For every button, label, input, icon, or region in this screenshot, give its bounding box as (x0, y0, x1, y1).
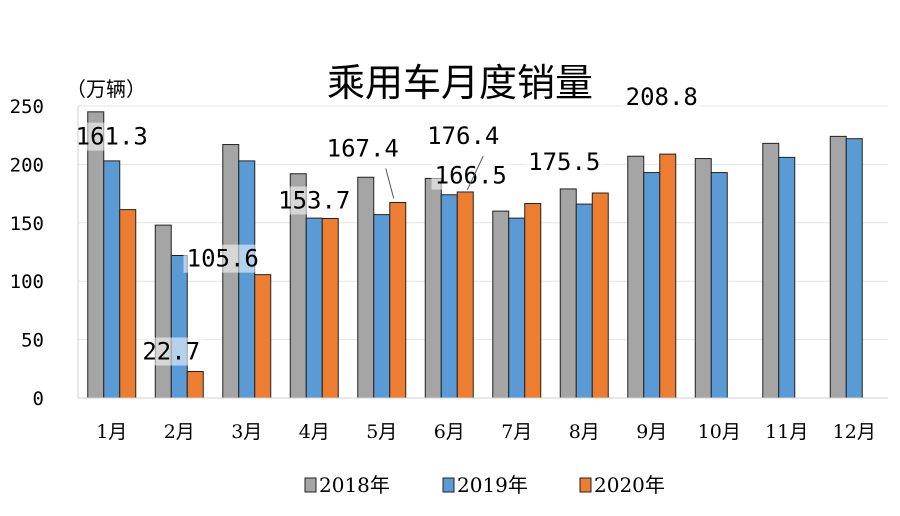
x-category-label: 11月 (765, 421, 808, 443)
data-label-bg (183, 244, 262, 273)
legend-label: 2020年 (594, 473, 665, 497)
data-labels: 161.3 22.7 105.6 153.7 167.4 176.4 166.5 175.5 2… (72, 83, 701, 366)
x-category-label: 9月 (636, 421, 667, 443)
data-label-2020-8月: 175.5 (528, 148, 600, 176)
y-tick-label: 0 (33, 388, 44, 410)
data-label-bg (275, 186, 354, 215)
data-label-bg (431, 161, 510, 190)
y-tick-label: 250 (10, 96, 44, 118)
y-tick-label: 150 (10, 213, 44, 235)
bar-2018年-10月 (694, 158, 712, 399)
bar-2020年-5月 (389, 201, 407, 399)
data-label-2020-1月: 161.3 (76, 123, 148, 151)
bar-2020年-3月 (254, 274, 272, 399)
bar-2018年-2月 (154, 224, 172, 399)
x-category-label: 10月 (698, 421, 741, 443)
x-category-label: 3月 (231, 421, 262, 443)
x-category-label: 7月 (501, 421, 532, 443)
bar-2019年-11月 (778, 156, 796, 399)
data-label-2020-6月: 176.4 (427, 122, 499, 150)
x-category-label: 8月 (569, 421, 600, 443)
bar-2019年-4月 (305, 217, 323, 399)
bar-2019年-12月 (845, 138, 863, 399)
bar-2018年-8月 (559, 188, 577, 399)
chart-title: 乘用车月度销量 (327, 61, 593, 105)
bar-2018年-6月 (424, 177, 442, 399)
data-label-bg (622, 83, 701, 112)
legend-swatch-2018年 (304, 477, 317, 493)
data-label-bg (139, 337, 204, 366)
bar-2018年-1月 (87, 111, 105, 399)
y-tick-label: 200 (10, 154, 44, 176)
bar-2020年-8月 (591, 192, 609, 399)
data-label-bg (323, 134, 402, 163)
bar-2018年-5月 (357, 176, 375, 399)
data-label-2020-7月: 166.5 (435, 162, 507, 190)
bar-2018年-9月 (627, 155, 645, 399)
bar-2020年-6月 (456, 191, 474, 399)
legend-label: 2019年 (457, 473, 528, 497)
y-axis-unit-label: （万辆） (66, 77, 146, 101)
data-label-2020-9月: 208.8 (626, 83, 698, 111)
x-category-label: 5月 (366, 421, 397, 443)
bar-2019年-3月 (238, 160, 256, 399)
x-category-label: 1月 (96, 421, 127, 443)
data-label-2020-5月: 167.4 (327, 134, 399, 162)
legend: 2018年 2019年 2020年 (304, 473, 665, 497)
y-tick-label: 100 (10, 271, 44, 293)
bar-2020年-4月 (321, 217, 339, 399)
bars (87, 111, 863, 399)
x-category-label: 12月 (833, 421, 876, 443)
data-label-bg (525, 148, 604, 177)
bar-2019年-6月 (440, 194, 458, 399)
x-category-label: 6月 (434, 421, 465, 443)
bar-2019年-10月 (710, 172, 728, 399)
x-category-label: 4月 (299, 421, 330, 443)
bar-2020年-7月 (524, 203, 542, 399)
bar-2019年-9月 (643, 172, 661, 399)
y-axis-tick-labels: 0 50 100 150 200 250 (10, 96, 44, 410)
data-label-2020-3月: 105.6 (187, 245, 259, 273)
bar-2018年-12月 (829, 135, 847, 399)
data-label-bg (424, 121, 503, 150)
y-tick-label: 50 (21, 330, 44, 352)
bar-2019年-8月 (575, 203, 593, 399)
legend-swatch-2019年 (442, 477, 455, 493)
bar-2020年-1月 (119, 209, 137, 399)
bar-2018年-7月 (492, 210, 510, 399)
bar-2019年-1月 (103, 160, 121, 399)
data-label-bg (72, 122, 151, 151)
bar-2020年-2月 (186, 370, 204, 399)
x-category-label: 2月 (164, 421, 195, 443)
leader-line (466, 155, 484, 191)
bar-2018年-11月 (762, 142, 780, 399)
bar-2019年-5月 (373, 214, 391, 399)
leader-line (385, 168, 395, 199)
x-axis-category-labels: 1月 2月 3月 4月 5月 6月 7月 8月 9月 10月 11月 12月 (96, 421, 876, 443)
gridlines (78, 105, 888, 341)
legend-swatch-2020年 (579, 477, 592, 493)
bar-2020年-9月 (659, 153, 677, 399)
data-label-2020-2月: 22.7 (142, 337, 200, 365)
data-label-2020-4月: 153.7 (278, 186, 350, 214)
bar-2019年-7月 (508, 217, 526, 399)
legend-label: 2018年 (319, 473, 390, 497)
bar-2019年-2月 (170, 255, 188, 399)
